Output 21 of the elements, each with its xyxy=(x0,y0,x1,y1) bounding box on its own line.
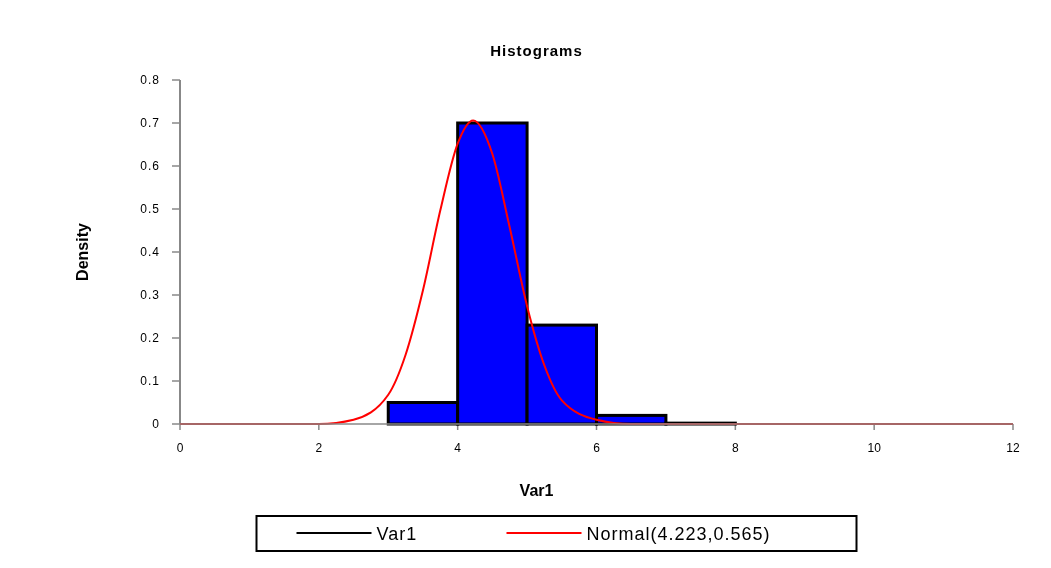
y-tick-label: 0.1 xyxy=(140,374,160,388)
y-tick-label: 0.7 xyxy=(140,116,160,130)
x-axis-title: Var1 xyxy=(519,482,554,499)
x-tick-label: 12 xyxy=(1006,441,1020,455)
x-tick-label: 8 xyxy=(731,441,739,455)
y-tick-label: 0.6 xyxy=(140,159,160,173)
x-tick-label: 2 xyxy=(315,441,323,455)
chart-title: Histograms xyxy=(490,42,583,59)
x-tick-label: 6 xyxy=(593,441,601,455)
x-tick-label: 10 xyxy=(867,441,882,455)
y-tick-label: 0.4 xyxy=(140,245,160,259)
legend-label: Var1 xyxy=(376,524,418,544)
y-tick-label: 0.5 xyxy=(140,202,160,216)
x-tick-label: 0 xyxy=(176,441,184,455)
y-axis-title: Density xyxy=(74,223,91,281)
y-tick-label: 0.3 xyxy=(140,288,160,302)
x-tick-label: 4 xyxy=(454,441,462,455)
y-tick-label: 0.2 xyxy=(140,331,160,345)
y-tick-label: 0.8 xyxy=(140,73,160,87)
legend-label: Normal(4.223,0.565) xyxy=(586,524,771,544)
y-tick-label: 0 xyxy=(152,417,160,431)
